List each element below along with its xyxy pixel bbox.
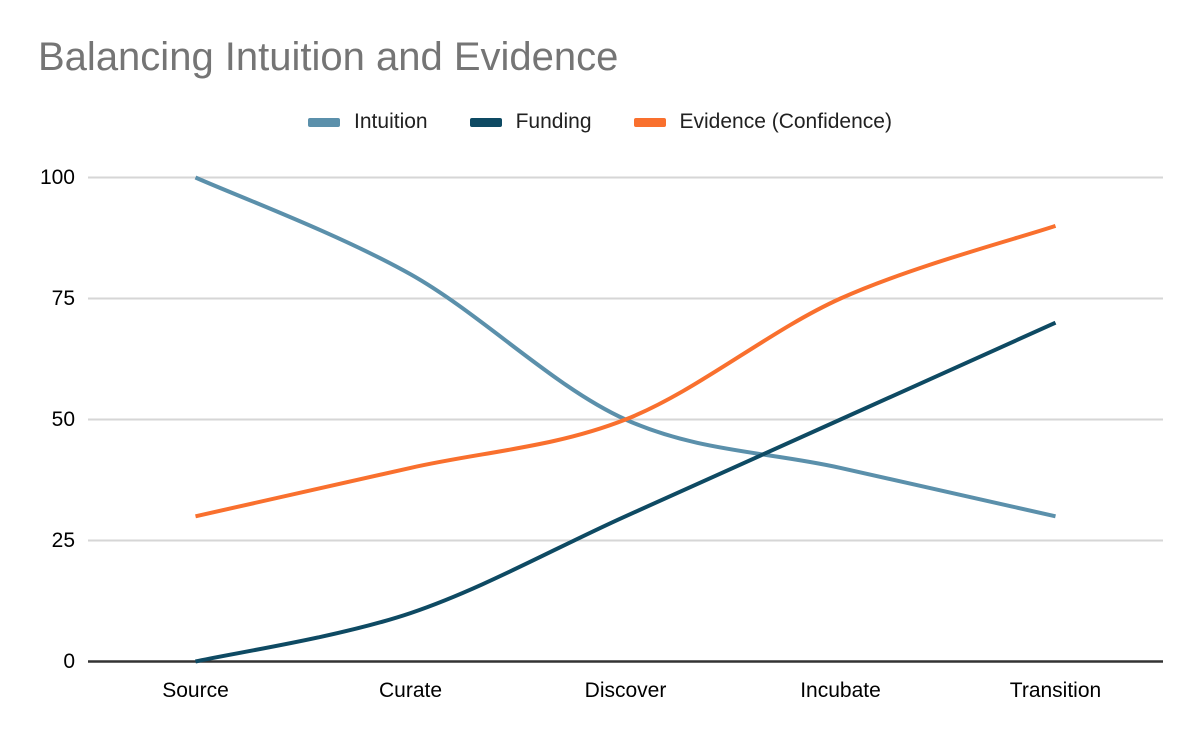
legend-swatch-funding (469, 117, 502, 127)
y-tick-label-100: 100 (39, 165, 75, 189)
legend-label-evidence: Evidence (Confidence) (679, 110, 892, 133)
y-tick-label-50: 50 (51, 407, 75, 431)
legend-swatch-intuition (308, 117, 341, 127)
legend-label-funding: Funding (515, 110, 592, 133)
legend-label-intuition: Intuition (354, 110, 428, 133)
series-line-evidence-confidence (195, 224, 1057, 519)
x-tick-label-transition: Transition (1009, 679, 1102, 702)
x-tick-label-discover: Discover (584, 679, 667, 702)
x-tick-label-curate: Curate (378, 679, 443, 702)
legend-swatch-evidence (633, 117, 666, 127)
series-line-funding (195, 320, 1057, 664)
series-line-intuition (194, 175, 1056, 519)
legend-item-intuition: Intuition (308, 110, 428, 134)
chart-title: Balancing Intuition and Evidence (38, 35, 619, 79)
x-tick-label-source: Source (162, 679, 229, 702)
y-tick-label-25: 25 (51, 528, 75, 552)
y-axis: 0 25 50 75 100 (0, 0, 75, 742)
x-axis: Source Curate Discover Incubate Transition (0, 678, 1200, 708)
chart-legend: Intuition Funding Evidence (Confidence) (0, 110, 1200, 134)
y-tick-label-0: 0 (63, 649, 75, 673)
y-tick-label-75: 75 (51, 286, 75, 310)
x-tick-label-incubate: Incubate (800, 679, 881, 702)
legend-item-evidence: Evidence (Confidence) (633, 110, 892, 134)
legend-item-funding: Funding (469, 110, 592, 134)
